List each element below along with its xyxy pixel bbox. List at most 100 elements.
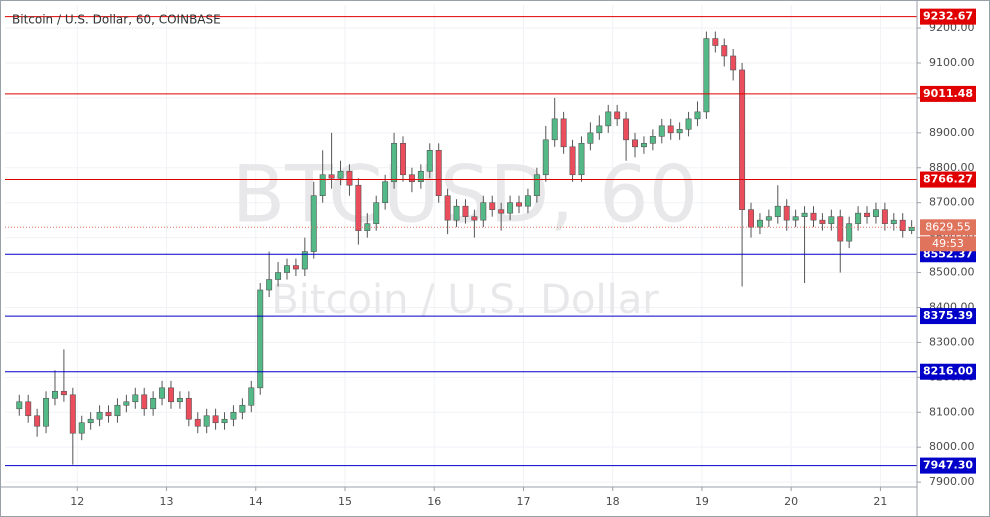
candle-body [408,174,415,183]
candle-body [667,125,674,134]
candle-body [533,174,540,197]
candle-body [623,118,630,141]
candle-body [703,38,710,113]
countdown-box [920,236,976,252]
candle-body [123,401,130,406]
candle-body [159,387,166,399]
axis: 7900.008000.008100.008200.008300.008400.… [70,8,976,508]
candle-body [248,387,255,406]
candle-body [444,195,451,221]
level-label: 9232.67 [923,10,973,23]
candle-body [810,212,817,221]
candle-body [685,118,692,130]
candle-body [168,387,174,403]
candle-body [756,219,763,228]
candle-body [507,202,514,214]
y-tick-label: 7900.00 [929,475,975,488]
countdown: 49:53 [932,237,964,250]
candle-body [453,205,460,221]
x-tick-label: 21 [873,495,887,508]
candle-body [364,223,371,231]
candle-body [489,202,496,210]
candle-body [373,202,380,224]
level-label: 8375.39 [923,309,973,322]
candle-body [774,205,781,217]
chart-title: Bitcoin / U.S. Dollar, 60, COINBASE [12,13,221,27]
level-label: 8216.00 [923,365,973,378]
candle-body [284,265,290,273]
watermark-sub: Bitcoin / U.S. Dollar [271,277,659,323]
candle-body [16,401,23,410]
candle-body [114,404,121,417]
x-tick-label: 12 [70,495,84,508]
candle-body [382,181,389,203]
candle-body [783,205,790,221]
x-tick-label: 14 [249,495,263,508]
candle-body [542,139,549,176]
candle-body [516,202,522,207]
x-tick-label: 18 [606,495,620,508]
candle-body [881,209,888,224]
level-label-box [920,85,976,102]
y-tick-label: 8100.00 [929,405,975,418]
candle-body [417,170,424,183]
x-tick-label: 15 [338,495,352,508]
candle-body [60,390,67,396]
level-label-box [920,363,976,380]
candle-body [150,397,157,410]
candle-body [614,111,621,120]
candle-body [748,209,754,228]
candle-body [596,125,603,134]
level-label-box [920,457,976,474]
candle-body [203,415,210,427]
candle-body [292,265,299,270]
candle-body [346,170,353,186]
candle-body [765,216,772,221]
candle-body [176,397,183,403]
candle-body [426,149,433,172]
level-label-box [920,308,976,325]
candle-body [391,143,398,183]
watermark: BTCUSD, 60 [232,150,699,240]
candle-body [846,223,853,242]
candle-body [694,111,701,120]
candle-body [739,69,746,210]
candle-body [819,219,826,224]
candle-body [87,418,94,424]
candle-body [257,289,264,389]
candle-body [230,411,237,420]
candle-body [872,209,879,217]
candle-body [319,174,326,197]
grid [5,5,917,487]
candle-body [837,216,844,242]
level-label: 7947.30 [923,459,973,472]
candle-body [194,418,201,427]
y-tick-label: 9100.00 [929,56,975,69]
candle-body [435,149,442,197]
candle-body [828,216,835,224]
level-label-box [920,171,976,188]
candle-body [141,394,148,410]
candle-body [524,195,531,207]
candle-body [221,418,228,424]
candle-body [730,55,737,71]
candle-body [801,212,808,217]
candle-body [266,279,273,291]
candle-body [185,397,192,420]
candle-body [899,219,906,231]
candle-body [587,132,594,144]
y-tick-label: 8500.00 [929,266,975,279]
candle-body [551,118,558,141]
candle-body [569,146,576,176]
y-tick-label: 8700.00 [929,196,975,209]
candle-body [480,202,487,221]
candle-body [721,45,728,57]
candle-body [640,143,647,148]
last-price-label: 8629.55 [925,220,971,233]
x-tick-label: 13 [160,495,174,508]
candle-body [560,118,567,148]
candle-body [301,251,308,270]
